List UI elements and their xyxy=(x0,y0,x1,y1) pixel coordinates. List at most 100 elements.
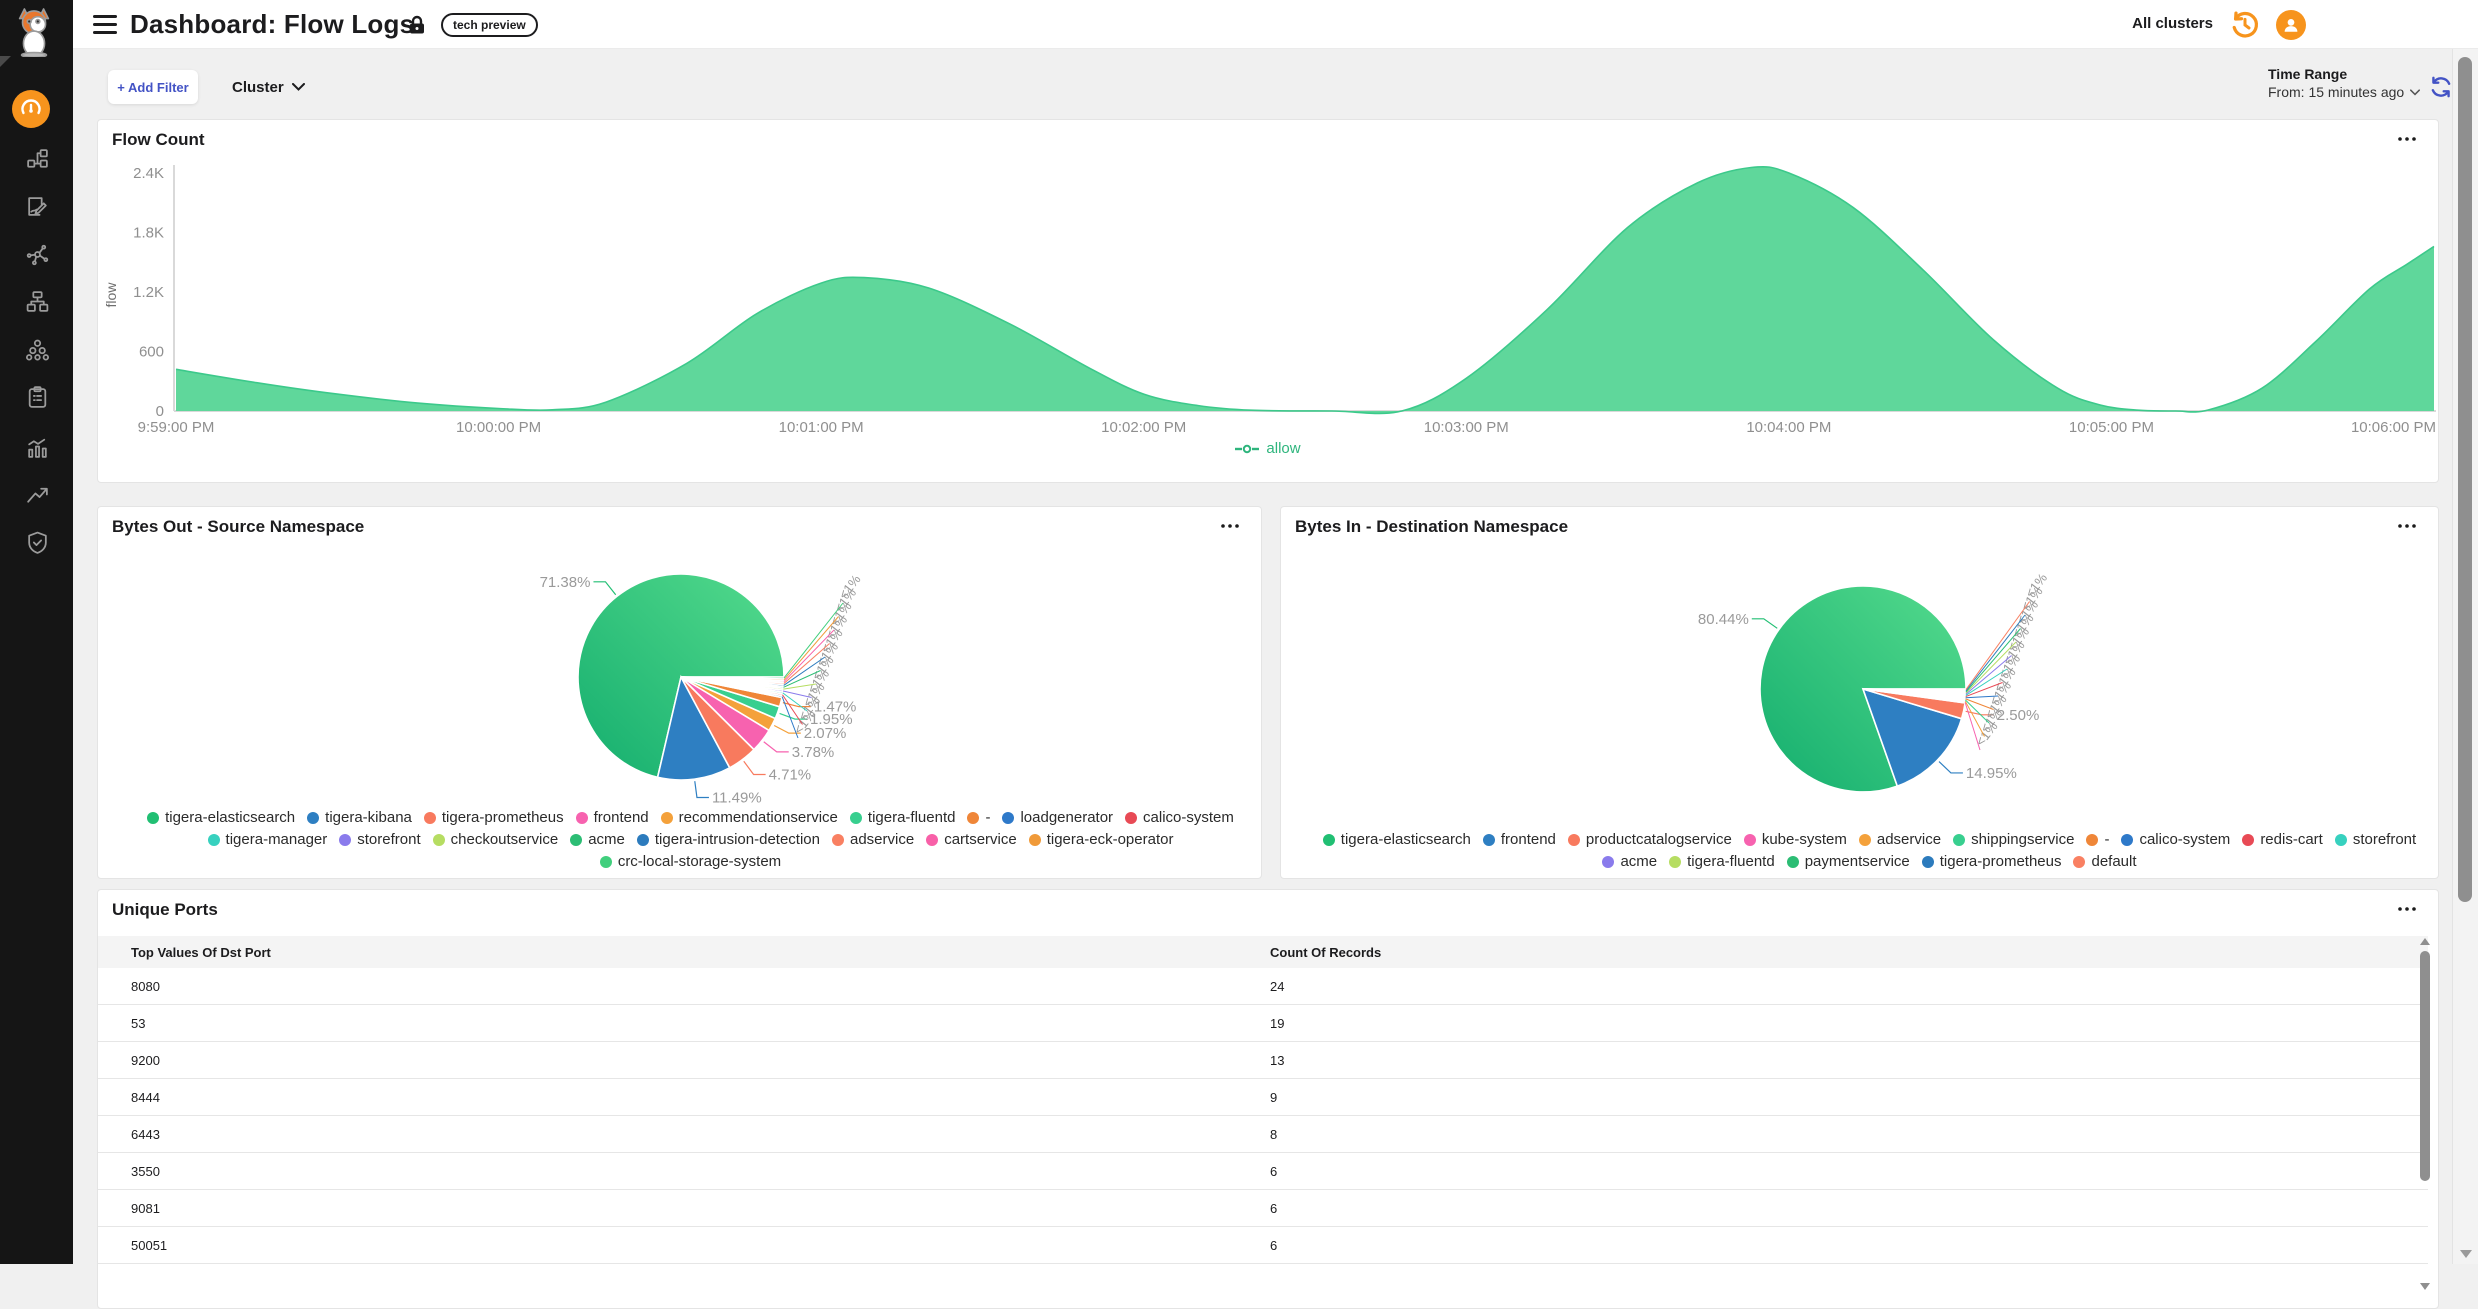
clusters-icon xyxy=(25,339,49,360)
sidebar-item-clusters[interactable] xyxy=(18,330,56,368)
history-button[interactable] xyxy=(2230,10,2260,40)
legend-item-redis-cart[interactable]: redis-cart xyxy=(2242,831,2323,848)
pie-percent-label: 2.50% xyxy=(1997,707,2040,724)
legend-item-adservice[interactable]: adservice xyxy=(1858,831,1942,848)
clipboard-icon xyxy=(28,385,46,408)
sidebar-notch xyxy=(0,56,11,67)
legend-item-adservice[interactable]: adservice xyxy=(831,831,914,848)
pie-label-leader xyxy=(781,696,799,739)
legend-item-recommendationservice[interactable]: recommendationservice xyxy=(660,809,838,826)
legend-item-tigera-manager[interactable]: tigera-manager xyxy=(207,831,327,848)
legend-item-storefront[interactable]: storefront xyxy=(339,831,421,848)
legend-label: kube-system xyxy=(1761,831,1847,848)
legend-item-tigera-fluentd[interactable]: tigera-fluentd xyxy=(849,809,955,826)
legend-dot-icon xyxy=(307,811,320,824)
time-range-selector[interactable]: Time Range From: 15 minutes ago xyxy=(2268,66,2421,100)
legend-item-loadgenerator[interactable]: loadgenerator xyxy=(1002,809,1113,826)
legend-label: adservice xyxy=(1876,831,1942,848)
legend-item-frontend[interactable]: frontend xyxy=(1482,831,1556,848)
legend-item-tigera-prometheus[interactable]: tigera-prometheus xyxy=(423,809,564,826)
legend-item-paymentservice[interactable]: paymentservice xyxy=(1786,853,1910,870)
legend-item-tigera-prometheus[interactable]: tigera-prometheus xyxy=(1921,853,2061,870)
cluster-selector[interactable]: All clusters xyxy=(2132,15,2213,32)
legend-item-tigera-intrusion-detection[interactable]: tigera-intrusion-detection xyxy=(636,831,820,848)
table-row: 8080 24 xyxy=(98,968,2428,1005)
panel-menu-button[interactable] xyxy=(2396,521,2418,531)
area-series-outline xyxy=(175,165,2435,415)
legend-dot-icon xyxy=(926,833,939,846)
scroll-down-arrow-icon[interactable] xyxy=(2420,1283,2430,1290)
legend-item-default[interactable]: default xyxy=(2073,853,2137,870)
legend-item-calico-system[interactable]: calico-system xyxy=(2121,831,2230,848)
person-icon xyxy=(2284,19,2298,32)
legend-item-acme[interactable]: acme xyxy=(1602,853,1657,870)
sidebar-item-network-topology[interactable] xyxy=(18,282,56,320)
legend-dot-icon xyxy=(423,811,436,824)
pie-label-leader xyxy=(1965,698,1994,710)
sidebar-item-policy-recommendations[interactable] xyxy=(18,187,56,225)
pie-label-leader xyxy=(1965,668,2008,696)
legend-dot-icon xyxy=(432,833,445,846)
legend-item-cartservice[interactable]: cartservice xyxy=(926,831,1017,848)
edit-document-icon xyxy=(27,196,47,216)
legend-item--[interactable]: - xyxy=(2086,831,2109,848)
scroll-up-arrow-icon[interactable] xyxy=(2420,938,2430,945)
lock-icon xyxy=(410,15,424,34)
sidebar-item-compliance-reports[interactable] xyxy=(18,378,56,416)
legend-label: crc-local-storage-system xyxy=(617,853,782,870)
legend-item-tigera-elasticsearch[interactable]: tigera-elasticsearch xyxy=(147,809,295,826)
legend-line-symbol xyxy=(1235,444,1260,453)
page-scrollbar[interactable] xyxy=(2452,49,2478,1264)
legend-label: tigera-eck-operator xyxy=(1046,831,1174,848)
calico-logo[interactable] xyxy=(6,4,62,60)
sidebar-item-trends[interactable] xyxy=(18,476,56,514)
sidebar-item-statistics[interactable] xyxy=(18,428,56,466)
pie-label-leader xyxy=(1964,700,1985,737)
legend-item--[interactable]: - xyxy=(967,809,990,826)
sidebar-item-service-graph[interactable] xyxy=(18,235,56,273)
legend-label-allow: allow xyxy=(1266,440,1301,457)
pie-label-leader xyxy=(782,690,812,698)
legend-item-productcatalogservice[interactable]: productcatalogservice xyxy=(1567,831,1732,848)
pie-percent-label: 1.47% xyxy=(814,699,857,716)
legend-dot-icon xyxy=(1953,833,1966,846)
legend-item-tigera-kibana[interactable]: tigera-kibana xyxy=(307,809,412,826)
sidebar-item-threat-defense[interactable] xyxy=(18,523,56,561)
legend-item-tigera-eck-operator[interactable]: tigera-eck-operator xyxy=(1028,831,1174,848)
legend-item-tigera-fluentd[interactable]: tigera-fluentd xyxy=(1669,853,1775,870)
legend-item-shippingservice[interactable]: shippingservice xyxy=(1953,831,2074,848)
legend-dot-icon xyxy=(2334,833,2347,846)
pie-percent-label: 14.95% xyxy=(1966,765,2017,782)
legend-item-acme[interactable]: acme xyxy=(570,831,625,848)
policies-icon xyxy=(26,148,48,168)
pie-label-leader xyxy=(763,741,789,753)
legend-item-checkoutservice[interactable]: checkoutservice xyxy=(432,831,558,848)
panel-menu-button[interactable] xyxy=(1219,521,1241,531)
legend-item-crc-local-storage-system[interactable]: crc-local-storage-system xyxy=(599,853,782,870)
hamburger-menu-button[interactable] xyxy=(93,15,117,34)
legend-item-frontend[interactable]: frontend xyxy=(575,809,649,826)
legend-dot-icon xyxy=(1921,855,1934,868)
cluster-filter-dropdown[interactable]: Cluster xyxy=(232,70,305,104)
cell-dst-port: 9081 xyxy=(131,1200,160,1216)
legend-item-tigera-elasticsearch[interactable]: tigera-elasticsearch xyxy=(1322,831,1471,848)
add-filter-button[interactable]: + Add Filter xyxy=(108,70,198,104)
table-scrollbar[interactable] xyxy=(2418,938,2432,1298)
page-scrollbar-thumb[interactable] xyxy=(2458,57,2472,902)
table-scrollbar-thumb[interactable] xyxy=(2420,951,2430,1181)
cell-dst-port: 50051 xyxy=(131,1237,168,1253)
panel-menu-button[interactable] xyxy=(2396,134,2418,144)
legend-item-calico-system[interactable]: calico-system xyxy=(1125,809,1234,826)
cell-count: 8 xyxy=(1270,1126,1278,1142)
flow-chart-legend[interactable]: allow xyxy=(98,440,2438,457)
page-scroll-down-icon[interactable] xyxy=(2460,1250,2472,1258)
legend-item-kube-system[interactable]: kube-system xyxy=(1743,831,1847,848)
sidebar-item-dashboard[interactable] xyxy=(12,90,50,128)
refresh-button[interactable] xyxy=(2428,74,2454,100)
panel-title-flow-count: Flow Count xyxy=(112,130,205,149)
panel-menu-button[interactable] xyxy=(2396,904,2418,914)
user-avatar[interactable] xyxy=(2276,10,2306,40)
sidebar-item-policies[interactable] xyxy=(18,140,56,178)
cell-dst-port: 8080 xyxy=(131,978,160,994)
legend-item-storefront[interactable]: storefront xyxy=(2334,831,2416,848)
